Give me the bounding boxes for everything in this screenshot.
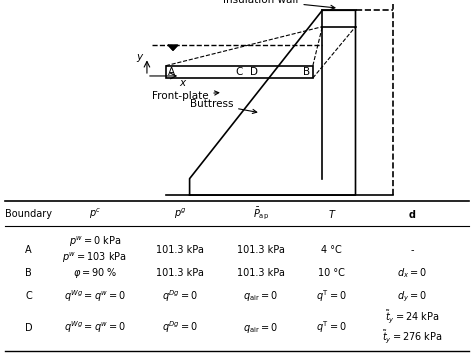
- Text: -: -: [410, 245, 414, 255]
- Text: $p^c$: $p^c$: [89, 207, 101, 221]
- Polygon shape: [168, 45, 178, 50]
- Text: $p^g$: $p^g$: [174, 207, 186, 221]
- Text: Insulation wall: Insulation wall: [223, 0, 335, 10]
- Text: 101.3 kPa: 101.3 kPa: [156, 245, 204, 255]
- Text: x: x: [180, 78, 185, 88]
- Text: A: A: [25, 245, 32, 255]
- Text: D: D: [250, 67, 257, 77]
- Text: D: D: [25, 322, 32, 332]
- Text: 4 °C: 4 °C: [321, 245, 342, 255]
- Text: $q^{\mathrm{T}} = 0$: $q^{\mathrm{T}} = 0$: [317, 320, 347, 336]
- Text: $q_{\mathrm{air}} = 0$: $q_{\mathrm{air}} = 0$: [243, 320, 278, 335]
- Text: $q^{\mathrm{T}} = 0$: $q^{\mathrm{T}} = 0$: [317, 289, 347, 304]
- Text: $p^w = 0$ kPa
$p^w = 103$ kPa: $p^w = 0$ kPa $p^w = 103$ kPa: [62, 234, 128, 265]
- Text: Boundary: Boundary: [5, 209, 52, 219]
- Text: $\tilde{t}_y = 24$ kPa
$\tilde{t}_y = 276$ kPa: $\tilde{t}_y = 24$ kPa $\tilde{t}_y = 27…: [382, 309, 443, 346]
- Text: $\bar{P}_{\mathrm{ap}}$: $\bar{P}_{\mathrm{ap}}$: [253, 206, 269, 222]
- Text: $\mathbf{d}$: $\mathbf{d}$: [408, 208, 417, 220]
- Text: $d_x = 0$: $d_x = 0$: [397, 266, 428, 280]
- FancyBboxPatch shape: [166, 66, 313, 78]
- Text: $q^{Dg} = 0$: $q^{Dg} = 0$: [162, 320, 198, 336]
- Text: $q_{\mathrm{air}} = 0$: $q_{\mathrm{air}} = 0$: [243, 289, 278, 303]
- Text: 101.3 kPa: 101.3 kPa: [237, 245, 285, 255]
- Text: $\varphi = 90$ %: $\varphi = 90$ %: [73, 266, 117, 280]
- Text: A: A: [168, 67, 175, 77]
- Text: 10 °C: 10 °C: [319, 268, 345, 278]
- Text: $q^{Dg} = 0$: $q^{Dg} = 0$: [162, 289, 198, 304]
- Text: B: B: [303, 67, 310, 77]
- Text: Buttress: Buttress: [190, 99, 257, 114]
- Text: B: B: [25, 268, 32, 278]
- Text: $q^{Wg} = q^w = 0$: $q^{Wg} = q^w = 0$: [64, 320, 126, 336]
- Text: $d_y = 0$: $d_y = 0$: [397, 289, 428, 304]
- Text: 101.3 kPa: 101.3 kPa: [156, 268, 204, 278]
- Text: $q^{Wg} = q^w = 0$: $q^{Wg} = q^w = 0$: [64, 289, 126, 304]
- Text: Front-plate: Front-plate: [152, 91, 219, 101]
- Text: 101.3 kPa: 101.3 kPa: [237, 268, 285, 278]
- Text: y: y: [136, 52, 142, 63]
- Text: C: C: [236, 67, 243, 77]
- Text: $T$: $T$: [328, 208, 336, 220]
- Text: C: C: [25, 291, 32, 301]
